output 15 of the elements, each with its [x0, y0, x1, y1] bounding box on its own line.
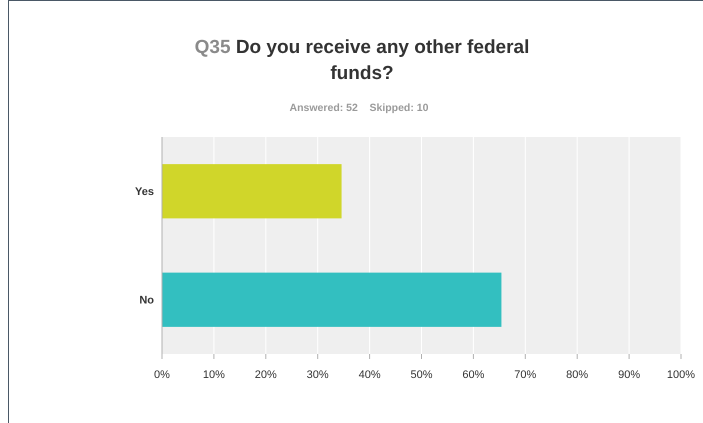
x-tick-label: 60% [462, 369, 485, 381]
x-tick-label: 30% [306, 369, 329, 381]
x-tick-label: 70% [514, 369, 537, 381]
y-tick-label: No [139, 294, 154, 307]
x-tick-label: 90% [618, 369, 640, 381]
x-tick-label: 100% [666, 369, 696, 381]
x-tick-label: 10% [202, 369, 226, 381]
x-tick-label: 20% [254, 369, 278, 381]
chart-title: Q35 Do you receive any other federal funds? [194, 37, 530, 84]
x-tick-label: 0% [154, 369, 170, 381]
x-tick-label: 80% [566, 369, 588, 381]
x-tick-label: 50% [410, 369, 433, 381]
x-tick-label: 40% [358, 369, 381, 381]
chart-subtitle: Answered: 52 Skipped: 10 [290, 102, 429, 114]
y-tick-label: Yes [135, 186, 154, 198]
